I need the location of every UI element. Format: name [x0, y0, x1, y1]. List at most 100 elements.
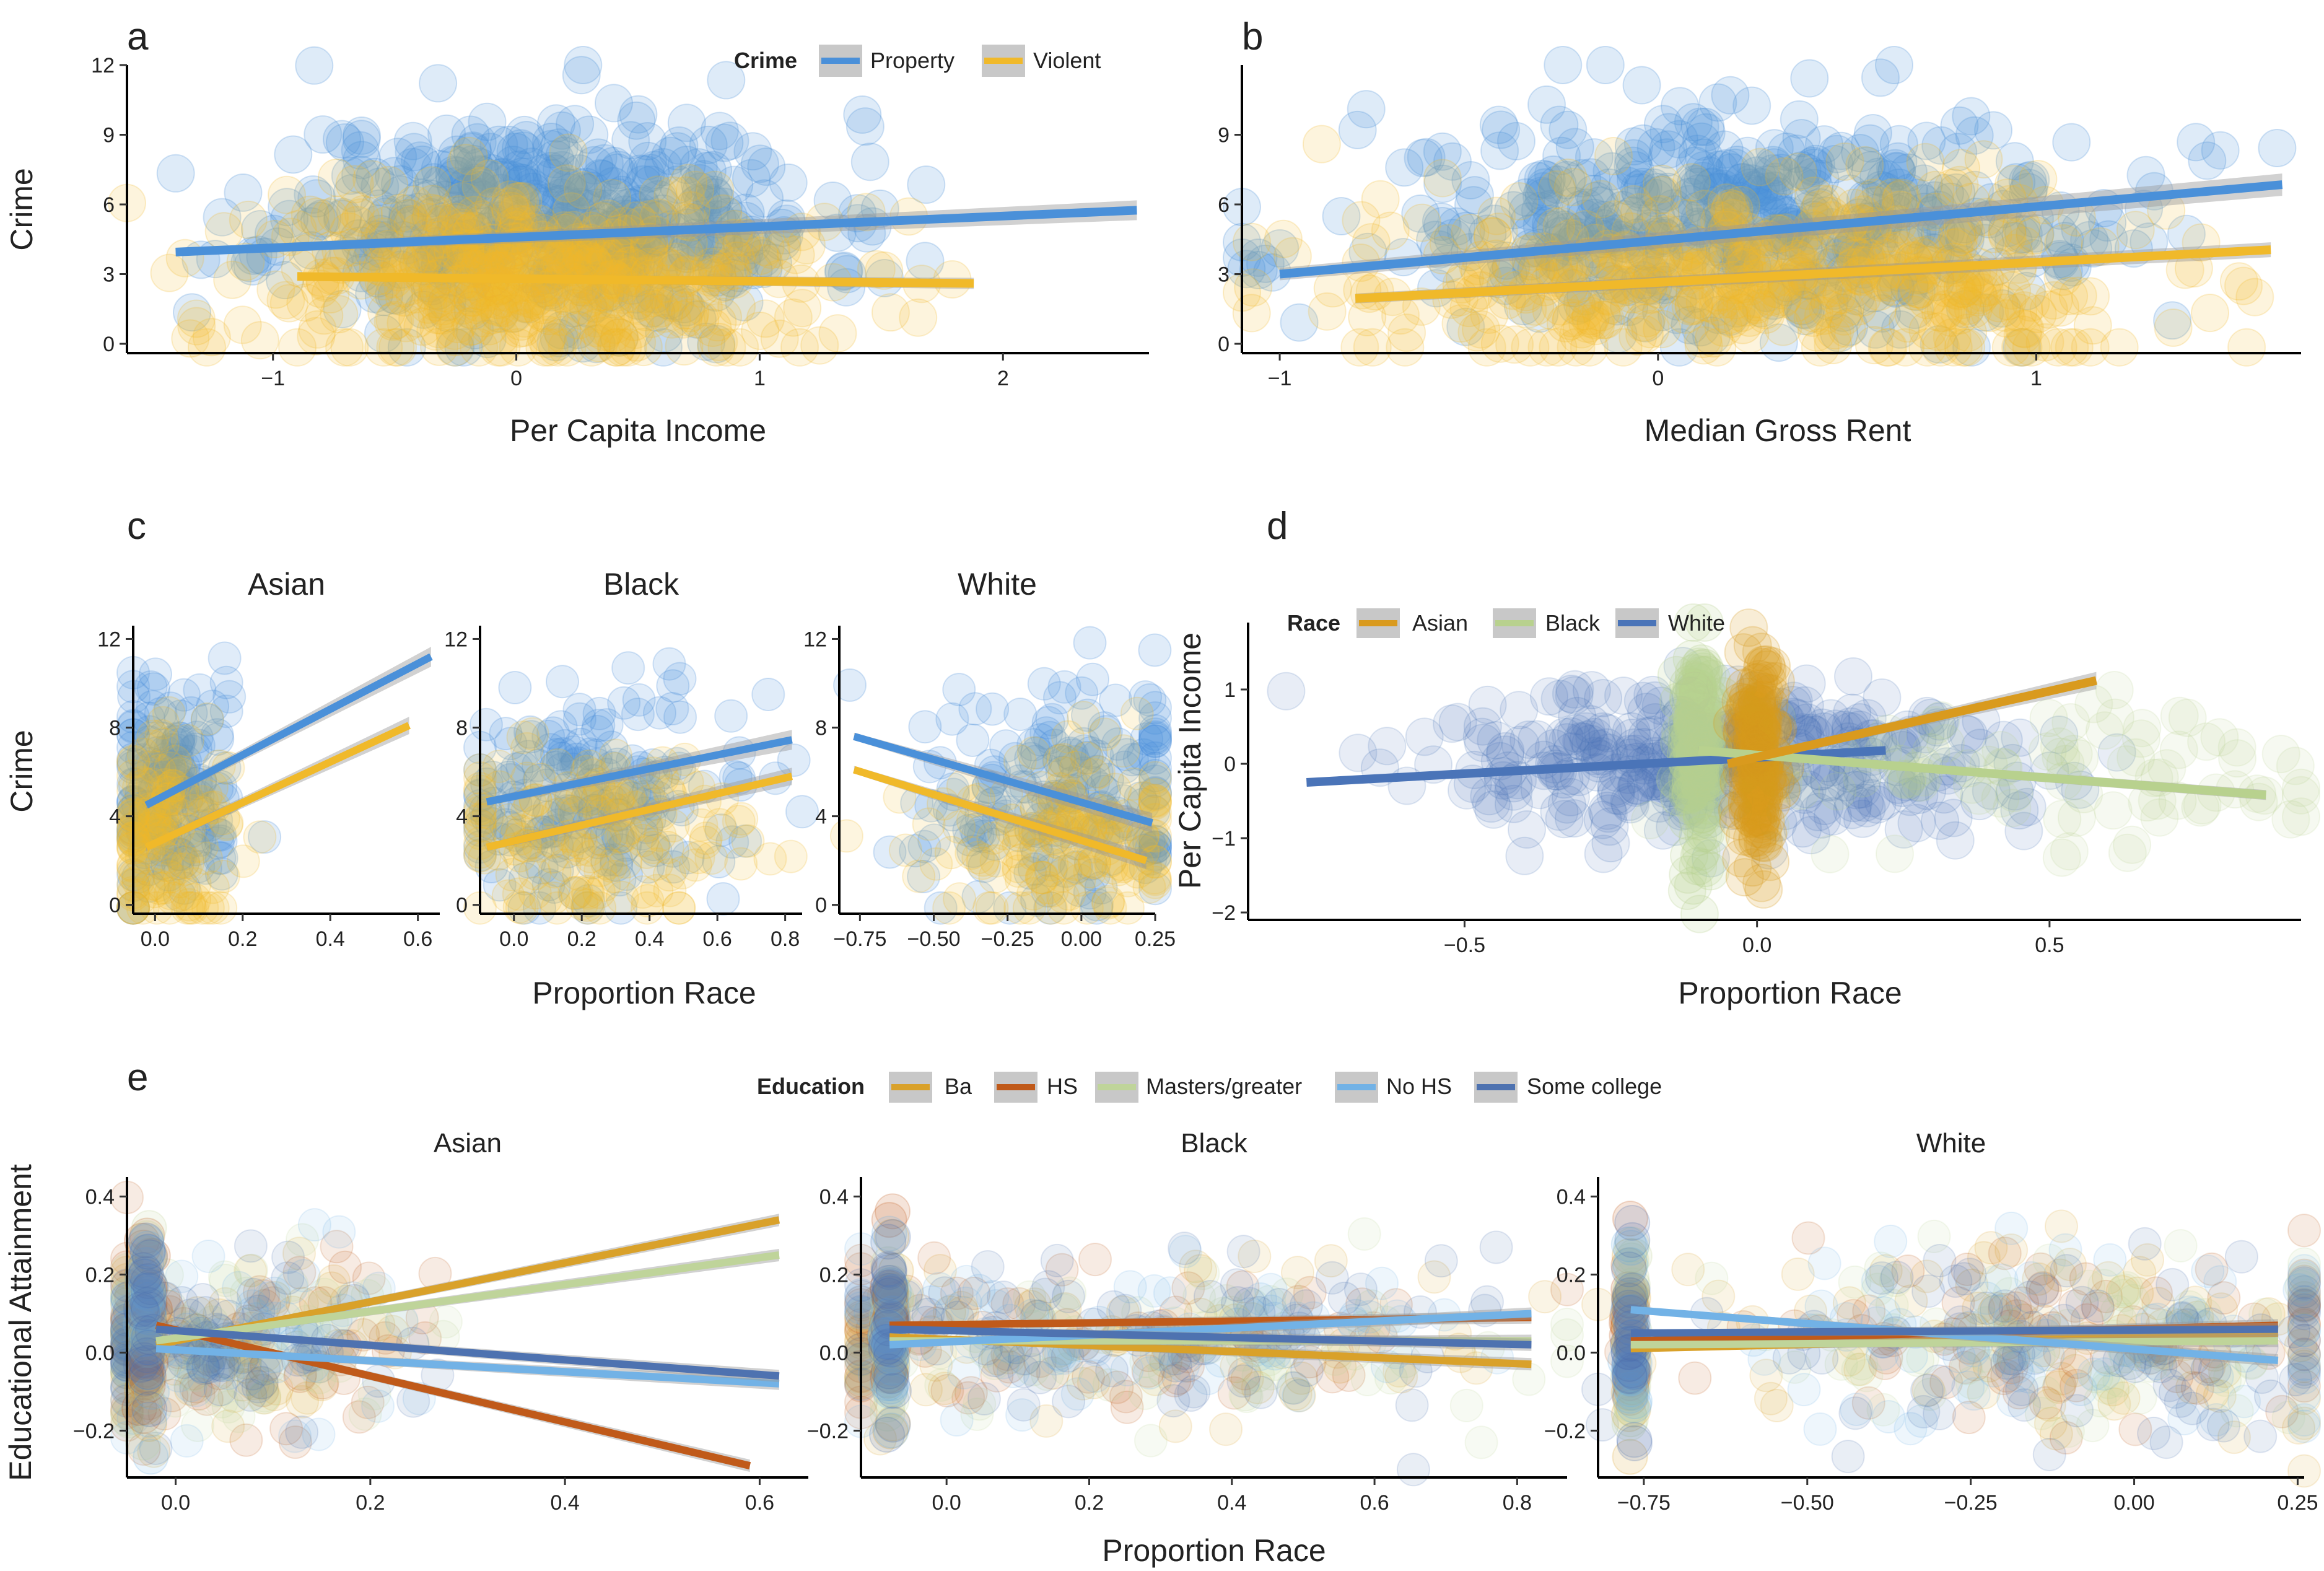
panel-a-y-tick-label: 12 [91, 54, 115, 77]
data-point [156, 154, 195, 193]
data-point [500, 150, 539, 189]
data-point [341, 155, 380, 194]
data-point [550, 173, 589, 212]
data-point [1347, 1217, 1381, 1251]
panel-a-x-tick-label: 1 [754, 367, 766, 390]
data-point [1675, 286, 1713, 324]
data-point [1405, 717, 1444, 756]
data-point [1711, 76, 1750, 115]
data-point [1858, 291, 1897, 330]
data-point [595, 84, 633, 123]
data-point [487, 190, 526, 229]
data-point [448, 173, 487, 212]
data-point [481, 173, 520, 212]
data-point [681, 300, 720, 339]
data-point [394, 147, 432, 186]
panel-b-x-axis-title: Median Gross Rent [1645, 413, 1911, 448]
data-point [666, 288, 706, 327]
data-point [943, 882, 977, 916]
data-point [583, 160, 622, 198]
data-point [1003, 698, 1038, 732]
data-point [1672, 163, 1711, 202]
data-point [499, 309, 538, 348]
data-point [611, 188, 650, 227]
data-point [935, 702, 969, 736]
data-point [171, 319, 210, 358]
data-point [658, 132, 697, 171]
data-point [138, 875, 172, 909]
data-point [717, 287, 756, 326]
data-point [479, 288, 518, 327]
data-point [1790, 59, 1829, 98]
data-point [436, 328, 475, 367]
data-point [1752, 784, 1791, 823]
data-point [172, 888, 206, 922]
panel-c-white-x-tick-label: 0.25 [1135, 927, 1176, 951]
data-point [559, 301, 598, 339]
panel-e-asian-x-tick-label: 0.2 [356, 1491, 385, 1515]
data-point [678, 300, 717, 339]
data-point [704, 297, 742, 336]
data-point [1733, 626, 1772, 665]
data-point [367, 197, 406, 236]
panel-e-asian-y-tick-label: 0.4 [85, 1185, 115, 1209]
data-point [382, 175, 421, 214]
data-point [402, 178, 441, 217]
data-point [741, 312, 780, 350]
data-point [829, 819, 863, 853]
data-point [1081, 755, 1116, 789]
data-point [600, 318, 639, 357]
data-point [539, 185, 578, 224]
data-point [745, 179, 784, 218]
data-point [421, 150, 460, 189]
data-point [707, 61, 746, 100]
data-point [637, 293, 676, 332]
panel-d-y-axis-title: Per Capita Income [1173, 632, 1207, 889]
data-point [434, 145, 473, 184]
data-point [504, 131, 543, 170]
data-point [611, 121, 650, 160]
data-point [692, 185, 731, 224]
data-point [1395, 1388, 1429, 1422]
data-point [557, 876, 591, 910]
data-point [644, 148, 683, 186]
panel-c-black-y-tick-label: 12 [444, 628, 468, 651]
data-point [204, 212, 243, 251]
data-point [435, 155, 474, 195]
data-point [482, 160, 520, 199]
data-point [917, 1241, 951, 1275]
data-point [300, 201, 339, 240]
data-point [1622, 66, 1661, 105]
data-point [636, 151, 675, 190]
panel-c-facet-title: Asian [248, 567, 325, 602]
data-point [526, 186, 565, 225]
panel-c-asian-y-tick-label: 4 [109, 805, 121, 829]
data-point [1424, 1244, 1458, 1278]
panel-e-asian-x-tick-label: 0.0 [161, 1491, 190, 1515]
data-point [190, 841, 223, 875]
panel-a-x-tick-label: 0 [510, 367, 522, 390]
data-point [492, 191, 531, 230]
data-point [2200, 718, 2239, 757]
data-point [785, 795, 819, 829]
data-point [403, 307, 442, 346]
data-point [537, 104, 575, 143]
data-point [572, 328, 611, 367]
data-point [170, 1424, 204, 1458]
data-point [595, 305, 634, 344]
panel-c-asian-x-tick-label: 0.4 [316, 927, 345, 951]
data-point [1557, 714, 1596, 753]
data-point [191, 1240, 225, 1273]
data-point [667, 103, 706, 142]
data-point [706, 882, 740, 916]
data-point [1007, 1355, 1041, 1389]
data-point [1233, 222, 1271, 261]
data-point [1591, 824, 1630, 863]
panel-c-asian-x-tick-label: 0.6 [403, 927, 432, 951]
data-point [411, 198, 450, 237]
panel-c-x-axis-title: Proportion Race [532, 976, 756, 1010]
data-point [420, 327, 459, 366]
data-point [940, 1403, 974, 1437]
data-point [303, 199, 342, 238]
data-point [603, 175, 642, 214]
